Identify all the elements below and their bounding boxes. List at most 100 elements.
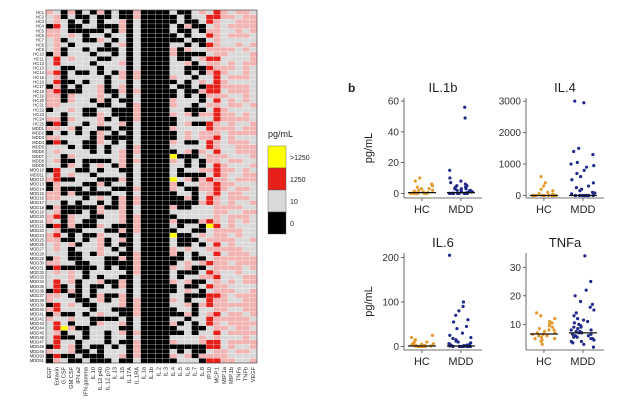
heatmap-cell [89, 139, 98, 145]
heatmap-cell [125, 65, 134, 71]
heatmap-cell [155, 316, 163, 322]
heatmap-cell [191, 70, 200, 76]
heatmap-cell [191, 316, 200, 322]
heatmap-cell [198, 37, 207, 43]
heatmap-cell [82, 19, 90, 25]
heatmap-row-label: MDD15 [30, 191, 45, 196]
data-point [579, 339, 584, 344]
heatmap-cell [82, 200, 90, 206]
heatmap-cell [155, 112, 163, 118]
heatmap-cell [133, 260, 141, 266]
heatmap-cell [155, 98, 163, 104]
heatmap-cell [125, 172, 134, 178]
heatmap-cell [74, 256, 83, 262]
heatmap-cell [162, 339, 170, 345]
heatmap-cell [96, 251, 105, 257]
heatmap-cell [89, 269, 98, 276]
heatmap-cell [242, 102, 251, 108]
heatmap-cell [60, 84, 69, 90]
heatmap-cell [235, 112, 243, 118]
heatmap-cell [191, 260, 200, 266]
heatmap-cell [96, 153, 105, 159]
heatmap-cell [118, 242, 127, 248]
heatmap-cell [147, 279, 156, 285]
heatmap-cell [45, 321, 54, 327]
heatmap-cell [82, 37, 90, 43]
heatmap-cell [162, 47, 170, 53]
heatmap-cell [249, 65, 258, 71]
heatmap-cell [111, 269, 120, 276]
heatmap-column-label: IFN.a2 [76, 367, 82, 384]
heatmap-cell [227, 251, 236, 257]
heatmap-cell [205, 33, 214, 39]
data-point [430, 188, 435, 192]
heatmap-cell [227, 56, 236, 62]
heatmap-cell [104, 88, 112, 94]
heatmap-cell [82, 344, 90, 350]
heatmap-cell [45, 9, 54, 15]
heatmap-cell [67, 42, 76, 48]
heatmap-cell [82, 330, 90, 336]
heatmap-cell [235, 93, 243, 99]
heatmap-cell [111, 288, 120, 294]
heatmap-cell [147, 158, 156, 164]
heatmap-cell [82, 88, 90, 94]
heatmap-cell [67, 47, 76, 53]
data-point [430, 333, 435, 337]
heatmap-cell [60, 107, 69, 113]
heatmap-cell [235, 19, 243, 25]
heatmap-column-label: IL.8 [200, 367, 206, 376]
y-tick-label: 20 [510, 291, 522, 302]
heatmap-cell [205, 135, 214, 141]
heatmap-cell [249, 125, 258, 132]
heatmap-cell [235, 102, 243, 108]
heatmap-cell [125, 125, 134, 132]
heatmap-cell [184, 335, 192, 341]
heatmap-cell [67, 302, 76, 308]
data-point [546, 190, 550, 194]
heatmap-cell [249, 42, 258, 48]
heatmap-cell [89, 218, 98, 224]
heatmap-cell [249, 288, 258, 294]
heatmap-cell [249, 33, 258, 39]
heatmap-cell [155, 172, 163, 178]
heatmap-cell [235, 60, 243, 67]
heatmap-cell [67, 51, 76, 57]
heatmap-cell [45, 335, 54, 341]
heatmap-cell [89, 23, 98, 29]
heatmap-cell [205, 144, 214, 150]
heatmap-cell [45, 107, 54, 113]
heatmap-cell [118, 330, 127, 336]
heatmap-cell [169, 251, 178, 257]
heatmap-cell [184, 28, 192, 34]
heatmap-cell [67, 172, 76, 178]
heatmap-cell [205, 153, 214, 159]
heatmap-cell [111, 33, 120, 39]
heatmap-cell [162, 209, 170, 215]
heatmap-row-label: MDD33 [30, 275, 45, 280]
heatmap-cell [249, 214, 258, 220]
heatmap-cell [74, 19, 83, 25]
data-point [575, 171, 579, 176]
heatmap-cell [133, 195, 141, 201]
heatmap-cell [191, 51, 200, 57]
heatmap-cell [140, 321, 149, 327]
heatmap-cell [242, 112, 251, 118]
heatmap-cell [235, 130, 243, 136]
heatmap-cell [198, 232, 207, 238]
heatmap-cell [220, 74, 229, 80]
heatmap-row-label: MDD3 [32, 135, 45, 140]
heatmap-cell [220, 9, 229, 15]
heatmap-cell [198, 79, 207, 85]
heatmap-cell [184, 260, 192, 266]
heatmap-cell [213, 33, 221, 39]
heatmap-cell [155, 74, 163, 80]
heatmap-cell [162, 107, 170, 113]
heatmap-cell [53, 279, 61, 285]
heatmap-cell [53, 23, 61, 29]
heatmap-cell [169, 107, 178, 113]
heatmap-cell [140, 265, 149, 271]
heatmap-cell [235, 172, 243, 178]
heatmap-cell [53, 125, 61, 132]
heatmap-cell [104, 191, 112, 197]
